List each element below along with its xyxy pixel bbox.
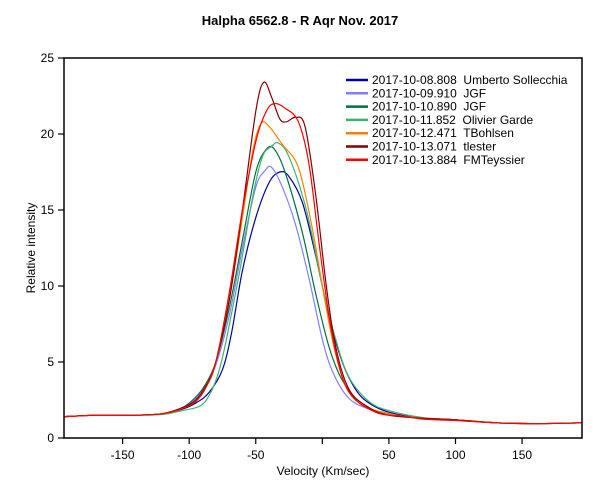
y-tick-label: 20 <box>41 127 55 141</box>
chart-title: Halpha 6562.8 - R Aqr Nov. 2017 <box>201 13 399 28</box>
series-line-2 <box>63 145 583 425</box>
series-line-5 <box>63 81 583 425</box>
plot-frame <box>63 57 583 439</box>
series-line-0 <box>63 170 583 425</box>
y-tick-label: 0 <box>47 431 54 445</box>
x-tick-label: 150 <box>512 448 532 462</box>
legend-entry-5: 2017-10-13.071 tlester <box>372 140 496 154</box>
curves-layer <box>63 81 583 425</box>
series-line-1 <box>63 165 583 425</box>
series-line-6 <box>63 102 583 425</box>
x-tick-label: -50 <box>247 448 265 462</box>
y-tick-label: 5 <box>47 355 54 369</box>
x-axis: -150 -100 -50 50 100 150 <box>111 438 532 462</box>
legend-entry-3: 2017-10-11.852 Olivier Garde <box>372 113 534 127</box>
y-axis: 0 5 10 15 20 25 <box>41 51 64 445</box>
x-tick-label: -150 <box>111 448 135 462</box>
legend-entry-6: 2017-10-13.884 FMTeyssier <box>372 153 525 167</box>
x-axis-label: Velocity (Km/sec) <box>277 464 370 478</box>
x-tick-label: -100 <box>177 448 201 462</box>
legend: 2017-10-08.808 Umberto Sollecchia2017-10… <box>346 73 568 167</box>
series-line-3 <box>63 141 583 425</box>
y-axis-label: Relative intensity <box>24 203 38 294</box>
legend-entry-1: 2017-10-09.910 JGF <box>372 86 486 100</box>
y-tick-label: 10 <box>41 279 55 293</box>
x-tick-label: 100 <box>445 448 465 462</box>
x-tick-label: 50 <box>382 448 396 462</box>
legend-entry-0: 2017-10-08.808 Umberto Sollecchia <box>372 73 568 87</box>
legend-entry-2: 2017-10-10.890 JGF <box>372 100 486 114</box>
y-tick-label: 15 <box>41 203 55 217</box>
legend-entry-4: 2017-10-12.471 TBohlsen <box>372 126 514 140</box>
y-tick-label: 25 <box>41 51 55 65</box>
